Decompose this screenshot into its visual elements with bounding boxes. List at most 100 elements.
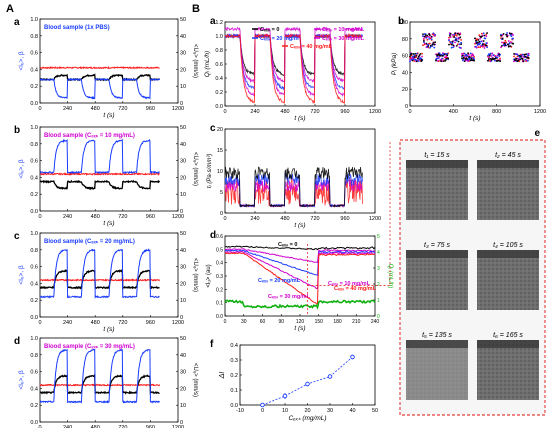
data-point: [475, 45, 477, 48]
x-tick-label: 0: [224, 319, 227, 325]
y-tick-label: 1.0: [30, 125, 38, 131]
data-point: [439, 54, 442, 57]
data-point: [456, 32, 459, 35]
data-point: [463, 60, 466, 63]
y-tick-label: 0.3: [230, 358, 238, 364]
y-tick-label: 0.8: [30, 34, 38, 40]
data-point: [442, 60, 445, 62]
data-point: [522, 60, 525, 62]
x-axis-label: Cₑₓₛ (mg/mL): [288, 415, 326, 422]
data-point: [411, 55, 414, 58]
data-point: [470, 58, 473, 60]
x-tick-label: 0: [38, 320, 41, 326]
series-line: [224, 33, 363, 105]
data-point: [507, 43, 509, 46]
data-point: [501, 45, 503, 47]
x-tick-label: 960: [340, 216, 349, 222]
y-tick-label: 0.0: [30, 420, 38, 426]
data-point: [433, 43, 436, 46]
x-tick-label: 720: [310, 109, 319, 115]
data-point: [462, 54, 464, 57]
y2-tick-label: 0: [180, 315, 183, 321]
panel-label-Ac: c: [14, 231, 20, 242]
data-point: [409, 58, 411, 61]
x-tick-label: 480: [91, 214, 100, 220]
data-point: [423, 40, 425, 42]
x-tick-label: 720: [118, 106, 127, 112]
x-tick-label: 240: [63, 106, 72, 112]
data-point: [455, 45, 458, 47]
panel-label-Bc: c: [210, 123, 216, 134]
data-point: [494, 55, 497, 58]
x-tick-label: 0: [408, 109, 411, 115]
data-point: [455, 34, 458, 37]
data-point: [462, 53, 464, 55]
data-point: [473, 59, 475, 62]
y-tick-label: 10: [217, 169, 223, 175]
y-tick-label: 0.8: [30, 353, 38, 359]
x-tick-label: 210: [352, 319, 361, 325]
data-point: [260, 402, 265, 408]
chart-annotation: Blood sample (Cₑₓₛ = 10 mg/mL): [44, 133, 135, 139]
data-point: [472, 54, 475, 57]
x-tick-label: 1200: [172, 425, 184, 428]
y-tick-label: 0: [405, 104, 408, 110]
data-point: [459, 32, 462, 35]
data-point: [479, 37, 482, 40]
data-point: [434, 34, 436, 36]
data-point: [434, 41, 436, 44]
data-point: [474, 37, 476, 40]
data-point: [427, 45, 430, 47]
data-point: [455, 39, 457, 41]
data-point: [450, 46, 453, 49]
channel-wall: [477, 160, 539, 168]
data-point: [452, 44, 455, 47]
data-point: [429, 42, 431, 45]
y-tick-label: 0.4: [30, 386, 38, 392]
curve-label: Cₑₓₛ = 30 mg/mL: [268, 294, 311, 300]
y-tick-label: 0.0: [30, 101, 38, 107]
legend-label: Cₑₓₛ = 30 mg/mL: [322, 36, 365, 42]
series-line-red: [39, 172, 160, 176]
series-line-red: [39, 383, 161, 387]
y2-tick-label: 0: [180, 420, 183, 426]
x-tick-label: 960: [146, 106, 155, 112]
data-point: [424, 34, 427, 36]
data-point: [501, 41, 503, 44]
x-tick-label: 240: [63, 320, 72, 326]
panel-label-Ba: a: [210, 16, 216, 27]
data-point: [426, 38, 429, 41]
data-point: [527, 57, 530, 59]
y-tick-label: 0.2: [230, 373, 238, 379]
data-point: [460, 41, 462, 44]
panel-label-Bb: b: [398, 16, 404, 27]
data-point: [477, 46, 480, 48]
chart-Bf-frame: [239, 344, 376, 406]
series-line: [224, 33, 363, 91]
x-tick-label: 0: [261, 408, 264, 414]
x-tick-label: 1200: [369, 216, 381, 222]
y-tick-label: 5: [220, 190, 223, 196]
data-point: [441, 57, 443, 60]
data-point: [430, 38, 433, 41]
data-point: [485, 42, 488, 45]
data-point: [469, 59, 472, 62]
series-line-blue: [39, 77, 161, 100]
x-tick-label: 60: [260, 319, 266, 325]
data-point: [503, 42, 506, 45]
y-axis-label-left: <Iᵤ> (au): [206, 264, 212, 287]
data-point: [410, 52, 413, 55]
data-point: [431, 45, 434, 47]
x-tick-label: 10: [282, 408, 288, 414]
y2-tick-label: 30: [180, 370, 186, 376]
data-point: [411, 59, 414, 62]
data-point: [415, 55, 417, 57]
x-axis-label: t (s): [294, 115, 305, 122]
data-point: [282, 393, 288, 399]
y-tick-label: 0.2: [30, 84, 38, 90]
data-point: [509, 45, 512, 48]
x-axis-label: t (s): [469, 115, 480, 122]
data-point: [435, 59, 437, 62]
microscopy-texture: [477, 250, 539, 310]
data-point: [525, 53, 527, 56]
